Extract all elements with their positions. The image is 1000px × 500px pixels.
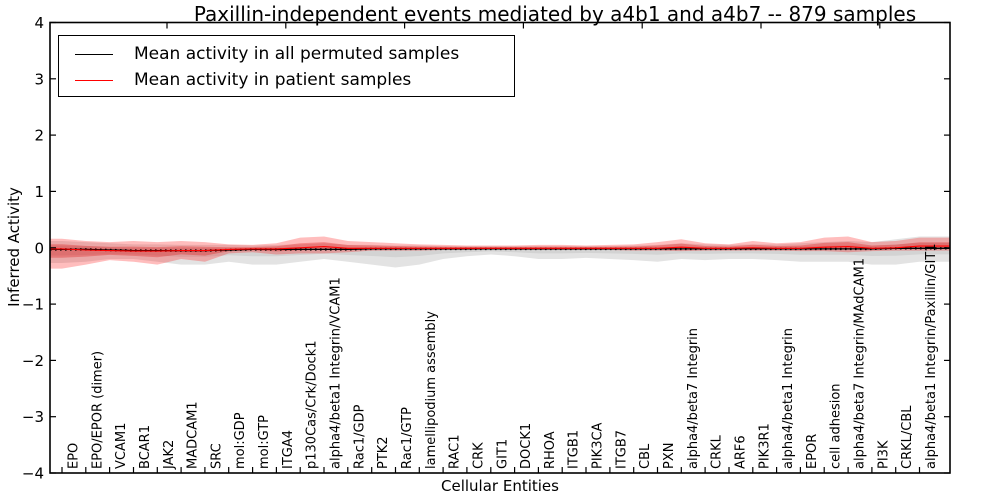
- x-tick-label: alpha4/beta1 Integrin/Paxillin/GIT1: [924, 243, 939, 469]
- chart-title: Paxillin-independent events mediated by …: [193, 2, 917, 26]
- y-tick-label: 2: [34, 127, 44, 145]
- legend-entry-label: Mean activity in patient samples: [134, 70, 412, 90]
- x-tick-label: PIK3CA: [591, 422, 606, 469]
- x-tick-label: Rac1/GDP: [352, 404, 367, 469]
- x-tick-label: alpha4/beta1 Integrin/VCAM1: [329, 277, 344, 469]
- legend-entry: Mean activity in patient samples: [75, 67, 514, 93]
- x-tick-label: DOCK1: [519, 423, 534, 469]
- y-axis-label: Inferred Activity: [5, 187, 23, 307]
- y-tick-label: 4: [34, 14, 44, 32]
- x-tick-label: Rac1/GTP: [400, 407, 415, 469]
- x-tick-label: alpha4/beta7 Integrin/MAdCAM1: [853, 258, 868, 469]
- x-tick-label: mol:GDP: [233, 412, 248, 469]
- y-tick-label: 3: [34, 70, 44, 88]
- x-tick-label: CRK: [471, 442, 486, 469]
- x-tick-label: PTK2: [376, 436, 391, 469]
- x-tick-label: BCAR1: [138, 425, 153, 469]
- x-tick-label: PIK3R1: [757, 423, 772, 469]
- x-tick-label: lamellipodium assembly: [424, 311, 439, 469]
- x-tick-label: ARF6: [734, 435, 749, 469]
- x-tick-label: GIT1: [495, 439, 510, 469]
- confidence-band-patient-sample-range: [50, 236, 950, 269]
- legend-entry-label: Mean activity in all permuted samples: [134, 44, 460, 64]
- y-tick-label: 0: [34, 239, 44, 257]
- y-tick-label: −1: [22, 296, 44, 314]
- legend-line-swatch: [75, 53, 113, 55]
- x-tick-label: EPO: [67, 443, 82, 469]
- confidence-band-inner-permuted-sample-range: [50, 243, 950, 258]
- x-tick-label: p130Cas/Crk/Dock1: [305, 340, 320, 469]
- x-tick-label: PI3K: [876, 440, 891, 469]
- x-tick-label: EPOR: [805, 434, 820, 469]
- mean-line-patient: [50, 245, 950, 252]
- x-tick-label: EPO/EPOR (dimer): [90, 351, 105, 469]
- x-tick-label: VCAM1: [114, 423, 129, 469]
- x-axis-label: Cellular Entities: [441, 477, 559, 495]
- x-tick-label: alpha4/beta1 Integrin: [781, 328, 796, 469]
- x-tick-label: SRC: [209, 443, 224, 469]
- y-tick-label: −3: [22, 408, 44, 426]
- x-tick-label: MADCAM1: [186, 401, 201, 469]
- mean-line-permuted-markers: [50, 247, 950, 252]
- x-tick-label: CRKL: [710, 434, 725, 469]
- x-tick-label: RHOA: [543, 431, 558, 469]
- confidence-band-permuted-sample-range: [50, 236, 950, 268]
- x-tick-label: alpha4/beta7 Integrin: [686, 328, 701, 469]
- y-tick-label: −4: [22, 465, 44, 483]
- x-tick-label: ITGB1: [567, 430, 582, 469]
- x-tick-label: PXN: [662, 443, 677, 469]
- legend: Mean activity in all permuted samples Mea…: [58, 35, 515, 97]
- y-tick-label: −2: [22, 352, 44, 370]
- x-tick-label: cell adhesion: [829, 383, 844, 469]
- x-tick-label: CBL: [638, 443, 653, 469]
- x-tick-label: ITGB7: [614, 430, 629, 469]
- x-tick-label: CRKL/CBL: [900, 405, 915, 469]
- x-tick-label: RAC1: [448, 434, 463, 469]
- legend-line-swatch: [75, 79, 113, 81]
- x-tick-label: ITGA4: [281, 430, 296, 469]
- legend-entry: Mean activity in all permuted samples: [75, 41, 514, 67]
- x-tick-label: mol:GTP: [257, 415, 272, 469]
- y-tick-label: 1: [34, 183, 44, 201]
- x-tick-label: JAK2: [162, 440, 177, 470]
